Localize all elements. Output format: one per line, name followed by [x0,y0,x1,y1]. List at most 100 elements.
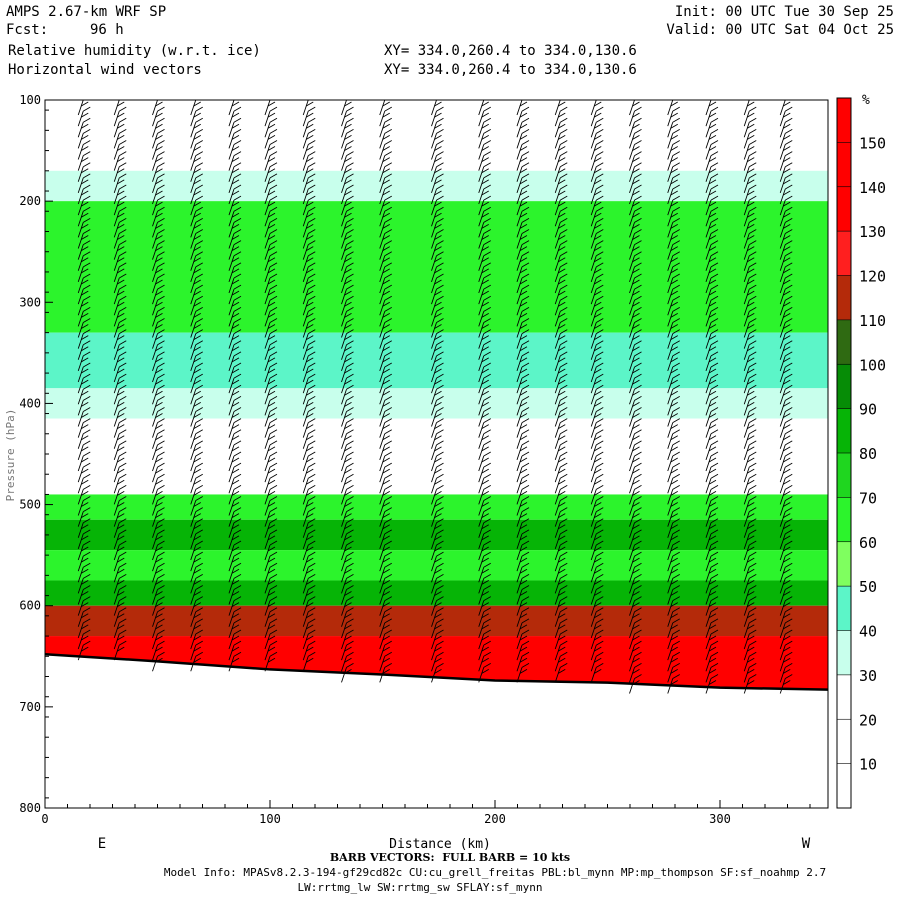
wind-barb [113,562,127,583]
wind-barb [379,128,392,149]
wind-barb [516,373,530,394]
wind-barb [228,384,242,405]
wind-barb [113,329,127,349]
axis-layer: 0 100 200 300 100 200 300 400 500 600 700 800 [19,93,811,826]
wind-barb [228,340,242,360]
wind-barb [705,173,719,194]
wind-barb [431,217,444,238]
wind-barb [478,117,491,138]
wind-barb [779,173,793,194]
wind-barb [341,251,354,271]
wind-barb [341,184,354,205]
wind-barb [705,596,719,616]
wind-barb [152,429,165,449]
wind-barb [667,640,680,661]
barb-column-11 [516,100,530,683]
wind-barb [152,362,165,383]
wind-barb [516,585,530,605]
wind-barb [516,362,530,383]
wind-barb [228,540,242,561]
wind-barb [590,351,604,372]
colorbar-label: 150 [859,134,886,152]
wind-barb [779,162,793,182]
wind-barb [554,651,568,672]
wind-barb [743,329,757,349]
wind-barb [743,529,757,550]
wind-barb [779,329,793,349]
wind-barb [629,273,642,294]
wind-barb [779,340,793,360]
wind-barb [152,162,165,182]
wind-barb [590,629,604,650]
colorbar: 10 20 30 40 50 60 70 80 90 100 110 120 130 140 150 [836,97,886,809]
wind-barb [431,629,444,650]
wind-barb [431,440,444,461]
wind-barb [478,551,491,572]
wind-barb [478,106,491,127]
wind-barb [228,273,242,294]
wind-barb [77,607,91,627]
wind-barb [264,607,278,627]
wind-barb [779,618,793,639]
wind-barb [629,262,642,283]
wind-barb [341,640,354,661]
wind-barb [478,562,491,583]
wind-barb [113,407,127,427]
wind-barb [431,562,444,583]
wind-barb [743,485,757,505]
wind-barb [516,100,528,116]
wind-barb [629,574,642,594]
wind-barb [228,640,242,661]
wind-barb [667,562,680,583]
wind-barb [629,485,642,505]
wind-barb [779,518,793,538]
wind-barb [629,529,642,550]
wind-barb [779,106,793,127]
wind-barb [478,295,491,316]
wind-barb [629,229,642,249]
wind-barb [743,384,757,405]
wind-barb [629,362,642,383]
wind-barb [516,540,530,561]
wind-barb [554,117,568,138]
wind-barb [705,229,719,249]
wind-barb [667,574,680,594]
wind-barb [264,284,278,305]
wind-barb [516,429,530,449]
forecast-hour: 96 h [90,22,124,38]
wind-barb [590,184,604,205]
wind-barb [554,295,568,316]
colorbar-label: 100 [859,356,886,374]
wind-barb [431,106,444,127]
wind-barb [554,173,568,194]
wind-barb [264,128,278,149]
wind-barb [478,195,491,216]
wind-barb [667,217,680,238]
wind-barb [302,629,316,650]
wind-barb [190,362,203,383]
wind-barb [341,407,354,427]
wind-barb [113,429,127,449]
wind-barb [743,195,757,216]
wind-barb [379,184,392,205]
wind-barb [264,206,278,227]
wind-barb [629,418,642,438]
wind-barb [302,206,316,227]
wind-barb [302,351,316,372]
wind-barb [379,562,392,583]
wind-barb [554,373,568,394]
wind-barb [779,629,793,650]
wind-barb [516,562,530,583]
wind-barb [379,206,392,227]
wind-barb-layer [77,100,793,694]
wind-barb [152,217,165,238]
wind-barb [705,329,719,349]
wind-barb [516,518,530,538]
wind-barb [113,384,127,405]
wind-barb [516,117,530,138]
wind-barb [113,195,127,216]
wind-barb [478,306,491,327]
colorbar-swatch [837,674,851,720]
wind-barb [379,229,392,249]
wind-barb [152,373,165,394]
